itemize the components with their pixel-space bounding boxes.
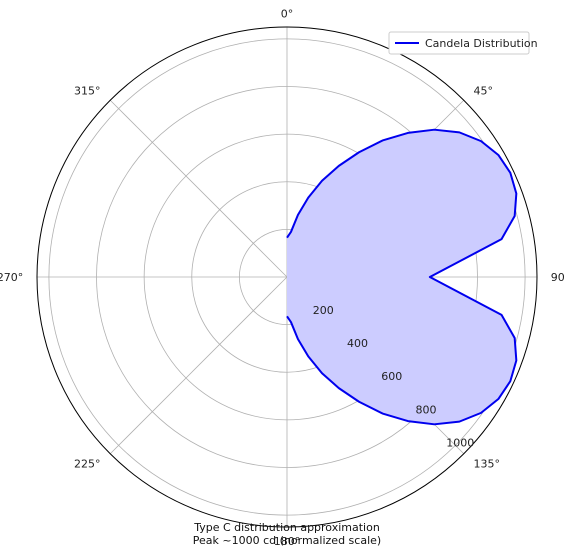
series-layer bbox=[286, 128, 518, 426]
radial-tick-label-400: 400 bbox=[347, 337, 368, 350]
angle-tick-label-180: 180° bbox=[274, 535, 301, 547]
legend-box bbox=[388, 31, 530, 55]
legend: Candela Distribution bbox=[388, 31, 538, 55]
caption: Type C distribution approximation Peak ~… bbox=[193, 521, 381, 547]
radial-tick-label-800: 800 bbox=[416, 403, 437, 416]
angle-tick-label-135: 135° bbox=[474, 458, 501, 471]
angle-tick-label-270: 270° bbox=[0, 271, 23, 284]
angular-grid-line-315 bbox=[109, 99, 288, 278]
caption-line-1: Type C distribution approximation bbox=[193, 521, 380, 534]
angle-tick-label-90: 90° bbox=[551, 271, 564, 284]
angle-tick-label-45: 45° bbox=[474, 85, 494, 98]
angle-tick-label-0: 0° bbox=[281, 7, 294, 20]
radial-tick-label-600: 600 bbox=[381, 370, 402, 383]
angle-tick-label-225: 225° bbox=[74, 458, 101, 471]
radial-tick-label-200: 200 bbox=[313, 304, 334, 317]
angle-tick-label-315: 315° bbox=[74, 85, 101, 98]
caption-line-2: Peak ~1000 cd (normalized scale) bbox=[193, 534, 381, 547]
series-line-0 bbox=[286, 128, 518, 426]
angular-grid-line-225 bbox=[109, 276, 288, 455]
axis-layer: 0° 45° 90° 135° 180° 225° 270° 315° 200 400 600 800… bbox=[0, 7, 564, 547]
radial-tick-label-1000: 1000 bbox=[446, 436, 474, 449]
polar-outer-boundary bbox=[36, 26, 538, 528]
legend-label-candela: Candela Distribution bbox=[425, 37, 538, 50]
series-area-0 bbox=[287, 129, 517, 425]
